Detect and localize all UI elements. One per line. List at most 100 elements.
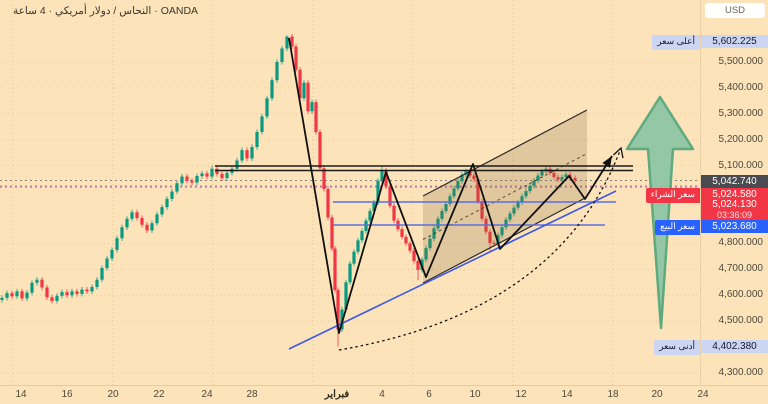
x-axis-tick: 10 <box>469 389 481 400</box>
price-axis-separator <box>700 0 701 385</box>
lowest-price-label-tag: أدنى سعر <box>654 339 700 355</box>
candle-down <box>404 236 408 244</box>
candle-down <box>556 177 560 180</box>
channel-bottom-line[interactable] <box>422 196 588 284</box>
candle-up <box>60 292 64 296</box>
currency-button[interactable]: USD <box>705 3 765 18</box>
candle-down <box>330 217 334 249</box>
x-axis-tick: 14 <box>561 389 573 400</box>
candle-up <box>560 177 564 180</box>
buy-price-label-tag[interactable]: سعر الشراء <box>645 187 700 203</box>
channel-top-line[interactable] <box>422 109 588 197</box>
candle-up <box>310 102 314 112</box>
y-axis-tick: 4,600.000 <box>718 289 764 301</box>
x-axis-tick: 4 <box>379 389 385 400</box>
zigzag-wave-line[interactable] <box>288 37 613 334</box>
y-axis-tick: 5,100.000 <box>718 159 764 171</box>
candle-up <box>376 180 380 203</box>
lowest-price-label: أدنى سعر 4,402.380 <box>654 339 768 355</box>
candle-up <box>360 230 364 241</box>
candle-up <box>35 279 39 283</box>
candle-down <box>552 172 556 178</box>
candle-up <box>180 176 184 184</box>
candle-up <box>275 62 279 81</box>
candle-up <box>210 168 214 177</box>
candle-up <box>240 150 244 161</box>
candle-up <box>160 207 164 215</box>
candle-up <box>250 147 254 159</box>
candle-up <box>90 286 94 292</box>
candle-up <box>504 219 508 228</box>
x-axis-month-label: فبراير <box>324 389 350 400</box>
candle-up <box>100 268 104 280</box>
candle-up <box>356 240 360 252</box>
candle-up <box>15 291 19 297</box>
candle-up <box>436 218 440 229</box>
y-axis-tick: 4,500.000 <box>718 315 764 327</box>
candle-up <box>260 116 264 132</box>
candle-up <box>30 282 34 293</box>
sell-price-label-value: 5,023.680 <box>701 219 768 233</box>
x-axis-tick: 20 <box>651 389 663 400</box>
candle-down <box>45 287 49 298</box>
candle-down <box>472 175 476 180</box>
candle-up <box>508 213 512 220</box>
candle-down <box>298 69 302 99</box>
ascending-trendline[interactable] <box>288 190 617 350</box>
candle-up <box>500 227 504 236</box>
x-axis-tick: 16 <box>61 389 73 400</box>
x-axis-tick: 6 <box>426 389 432 400</box>
x-axis-tick: 24 <box>201 389 213 400</box>
candle-up <box>150 223 154 231</box>
candle-up <box>372 202 376 212</box>
x-axis-tick: 14 <box>15 389 27 400</box>
time-axis[interactable]: 14 16 20 22 24 28 فبراير 4 6 10 12 14 18 20 24 <box>0 385 768 404</box>
sell-price-label[interactable]: سعر البيع 5,023.680 <box>655 219 768 235</box>
candle-down <box>326 188 330 218</box>
candle-up <box>352 251 356 264</box>
candle-up <box>528 185 532 192</box>
curved-projection-arrow[interactable] <box>338 147 622 351</box>
candle-up <box>105 258 109 269</box>
candle-down <box>215 168 219 174</box>
candle-down <box>294 46 298 70</box>
candle-up <box>95 279 99 287</box>
candle-up <box>524 191 528 197</box>
candle-down <box>245 150 249 159</box>
candle-up <box>540 171 544 176</box>
candle-up <box>444 204 448 212</box>
candle-down <box>322 168 326 189</box>
y-axis-tick: 5,300.000 <box>718 107 764 119</box>
candle-up <box>440 211 444 219</box>
x-axis-tick: 12 <box>515 389 527 400</box>
chart-title[interactable]: النحاس / دولار أمريكي · 4 ساعة · OANDA <box>13 5 199 17</box>
candle-up <box>512 207 516 214</box>
candlestick-series <box>0 34 577 347</box>
candle-up <box>496 235 500 244</box>
buy-price-label[interactable]: سعر الشراء 5,024.580 <box>645 187 768 203</box>
candle-up <box>516 202 520 208</box>
candle-up <box>424 248 428 260</box>
candle-down <box>185 176 189 181</box>
candle-up <box>25 292 29 299</box>
x-axis-tick: 24 <box>697 389 709 400</box>
bullish-arrow-icon[interactable] <box>625 95 695 330</box>
sell-price-label-tag[interactable]: سعر البيع <box>655 219 700 235</box>
candle-up <box>155 214 159 224</box>
candle-down <box>85 289 89 292</box>
candle-down <box>145 224 149 231</box>
x-axis-tick: 22 <box>153 389 165 400</box>
candle-up <box>368 211 372 221</box>
candle-down <box>400 229 404 237</box>
candle-up <box>448 196 452 205</box>
candle-down <box>488 231 492 243</box>
candle-down <box>205 173 209 177</box>
candle-down <box>40 279 44 288</box>
candle-up <box>265 98 269 117</box>
candle-up <box>120 227 124 239</box>
candle-up <box>125 218 129 228</box>
highest-price-label: أعلى سعر 5,602.225 <box>652 34 768 50</box>
candle-up <box>70 291 74 296</box>
